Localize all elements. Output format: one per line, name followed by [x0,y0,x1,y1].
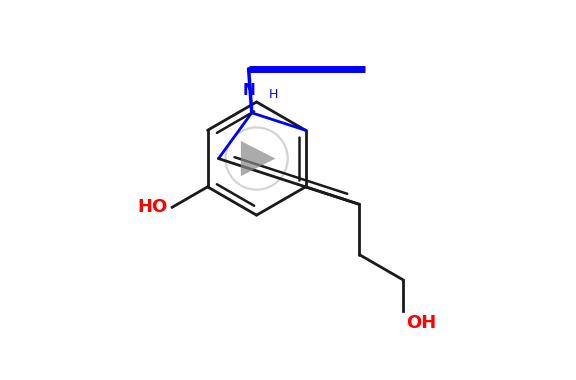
Text: H: H [269,88,278,101]
Text: N: N [243,83,256,98]
Text: OH: OH [406,314,437,332]
Polygon shape [241,141,275,176]
Text: HO: HO [137,198,167,216]
